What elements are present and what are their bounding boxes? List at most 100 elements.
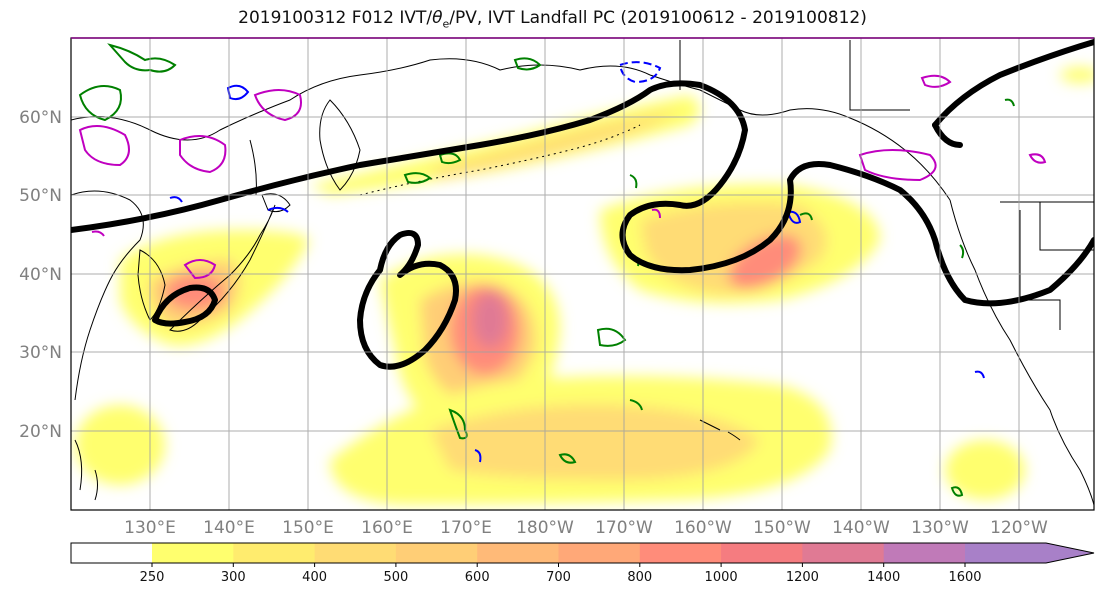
colorbar-label-1000: 1000: [705, 570, 738, 585]
lat-label-30: 30°N: [19, 343, 62, 363]
green-contour-3: [513, 57, 542, 71]
lon-label-160w: 160°W: [674, 518, 732, 538]
lon-label-160e: 160°E: [361, 518, 413, 538]
green-contour-4: [403, 172, 432, 184]
colorbar-segment-1200: [802, 543, 885, 563]
theta-contour-3: [253, 89, 302, 122]
theta-positive-contours: [78, 74, 1047, 280]
ivt-area-south-mid: [430, 404, 760, 481]
green-contour-13: [950, 486, 964, 497]
theta-neg-contour-5: [474, 449, 482, 463]
theta-contour-5: [858, 149, 937, 182]
longitude-labels: 130°E 140°E 150°E 160°E 170°E 180°W 170°…: [124, 518, 1048, 538]
graticule: [71, 38, 1094, 510]
coast-siberia: [71, 58, 651, 141]
pv-contour-japan: [152, 284, 218, 327]
ivt-area-central-peak: [472, 292, 508, 348]
lon-label-120w: 120°W: [990, 518, 1048, 538]
colorbar-under-segment: [71, 543, 152, 563]
colorbar-segment-600: [477, 543, 559, 563]
pv-contours: [71, 39, 1094, 370]
coast-north-america: [949, 199, 1094, 506]
ivt-area-jet-core: [430, 110, 680, 178]
theta-contour-2: [179, 135, 227, 174]
ivt-area-jet-band: [310, 95, 700, 195]
colorbar-label-1400: 1400: [867, 570, 900, 585]
green-contour-5: [438, 152, 462, 165]
green-contour-1: [107, 43, 177, 73]
chart-title: 2019100312 F012 IVT/θe/PV, IVT Landfall …: [238, 8, 867, 31]
lat-label-40: 40°N: [19, 265, 62, 285]
theta-contour-7: [1028, 153, 1047, 164]
theta-neg-contour-4: [786, 210, 802, 224]
ivt-area-far-east: [945, 440, 1025, 500]
colorbar-label-300: 300: [221, 570, 246, 585]
colorbar-label-600: 600: [465, 570, 490, 585]
green-contour-10: [629, 174, 638, 189]
theta-neg-contour-1: [618, 61, 662, 84]
colorbar-segment-300: [233, 543, 316, 563]
lon-label-140e: 140°E: [203, 518, 255, 538]
border-alaska-canada: [849, 40, 910, 111]
lat-label-60: 60°N: [19, 108, 62, 128]
lon-label-170e: 170°E: [440, 518, 492, 538]
green-contour-8: [558, 453, 577, 464]
pv-contour-north-tail: [932, 122, 963, 148]
green-contour-2: [78, 85, 122, 122]
theta-neg-contour-6: [169, 196, 183, 203]
theta-contour-1: [78, 125, 130, 167]
green-contour-12: [799, 212, 813, 221]
ivt-area-japan-core: [165, 274, 225, 310]
pv-contour-north: [932, 39, 1094, 128]
colorbar-segment-1600: [965, 543, 1094, 563]
coast-kamchatka: [319, 99, 361, 191]
colorbar-label-400: 400: [302, 570, 327, 585]
theta-contour-4: [183, 259, 217, 280]
lon-label-130w: 130°W: [911, 518, 969, 538]
colorbar-labels: 250 300 400 500 600 700 800 1000 1200 1400 1600: [140, 563, 982, 585]
coastlines: [71, 40, 1094, 506]
ivt-area-east-core: [728, 234, 802, 290]
lon-label-150e: 150°E: [282, 518, 334, 538]
lon-label-130e: 130°E: [124, 518, 176, 538]
colorbar-segment-400: [314, 543, 397, 563]
lon-label-150w: 150°W: [753, 518, 811, 538]
border-states: [1019, 202, 1094, 330]
pv-contour-central: [357, 230, 459, 370]
lat-label-20: 20°N: [19, 422, 62, 442]
theta-contour-6: [920, 74, 952, 88]
theta-neg-contour-2: [226, 84, 250, 101]
theta-contour-8: [91, 230, 105, 237]
colorbar-segments: [152, 543, 1094, 563]
colorbar-segment-500: [395, 543, 478, 563]
lon-label-140w: 140°W: [832, 518, 890, 538]
coast-hawaii: [699, 419, 741, 441]
colorbar-label-1200: 1200: [786, 570, 819, 585]
colorbar-segment-1000: [721, 543, 803, 563]
theta-contour-9: [651, 208, 661, 219]
pv-contour-main: [71, 80, 1094, 307]
colorbar-segment-250: [152, 543, 234, 563]
ivt-area-west-tropical: [75, 405, 165, 485]
colorbar-label-700: 700: [546, 570, 571, 585]
colorbar: 250 300 400 500 600 700 800 1000 1200 1400 1600: [70, 542, 1095, 585]
colorbar-segment-1400: [883, 543, 966, 563]
colorbar-segment-800: [639, 543, 722, 563]
colorbar-label-250: 250: [140, 570, 165, 585]
coast-philippines: [74, 439, 98, 501]
green-contour-7: [596, 327, 627, 347]
colorbar-label-800: 800: [627, 570, 652, 585]
colorbar-segment-700: [558, 543, 641, 563]
theta-neg-contour-3: [267, 206, 289, 213]
map-content: [71, 38, 1094, 510]
coast-aleutians: [359, 124, 641, 196]
lon-label-170w: 170°W: [595, 518, 653, 538]
theta-neg-contour-7: [974, 370, 985, 379]
colorbar-outline: [70, 542, 1095, 564]
lat-label-50: 50°N: [19, 186, 62, 206]
lon-label-180: 180°W: [516, 518, 574, 538]
coast-hokkaido: [261, 193, 291, 213]
colorbar-label-500: 500: [383, 570, 408, 585]
ivt-area-arctic: [1060, 67, 1094, 83]
